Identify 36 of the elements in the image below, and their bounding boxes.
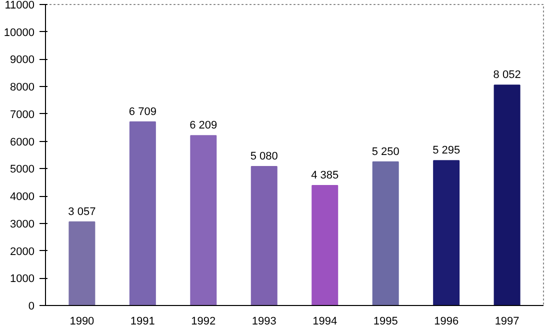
data-label: 6 209 (190, 120, 218, 132)
y-tick-label: 9000 (10, 54, 35, 66)
data-label: 5 295 (432, 144, 460, 157)
x-tick-label: 1997 (494, 316, 520, 327)
data-label: 4 385 (311, 170, 339, 182)
bar (433, 160, 460, 306)
bar (190, 135, 217, 306)
y-tick-label: 8000 (10, 82, 35, 94)
y-tick-label: 4000 (10, 191, 35, 204)
y-tick-label: 6000 (10, 136, 35, 148)
y-tick-label: 11000 (4, 0, 35, 12)
x-tick-label: 1994 (312, 316, 338, 327)
x-tick-label: 1993 (252, 316, 276, 327)
data-label: 8 052 (493, 69, 521, 82)
x-tick-label: 1996 (434, 316, 459, 327)
y-tick-label: 7000 (10, 108, 35, 121)
y-tick-label: 3000 (10, 218, 35, 230)
x-tick-label: 1990 (70, 316, 94, 327)
bar (68, 221, 96, 306)
data-label: 5 080 (250, 150, 278, 162)
bar (250, 166, 278, 306)
y-tick-label: 2000 (10, 246, 35, 258)
x-tick-label: 1992 (191, 316, 216, 327)
y-tick-label: 10000 (4, 26, 35, 39)
data-label: 6 709 (128, 106, 156, 118)
y-tick-label: 1000 (10, 273, 35, 286)
y-tick-label: 5000 (10, 164, 35, 176)
bar (494, 84, 520, 306)
data-label: 5 250 (372, 146, 400, 158)
bar (312, 185, 338, 306)
bar (372, 161, 399, 306)
x-tick-label: 1995 (373, 316, 398, 327)
y-tick-label: 0 (28, 300, 35, 312)
x-tick-label: 1991 (130, 316, 155, 327)
data-label: 3 057 (68, 206, 96, 218)
bar (129, 121, 156, 306)
